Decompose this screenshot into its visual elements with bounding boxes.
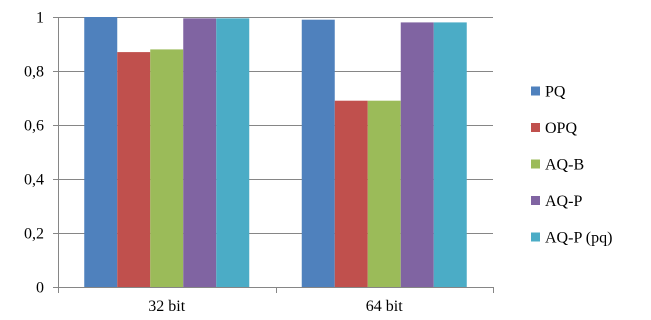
legend-label: AQ-P: [545, 193, 582, 210]
bar: [150, 49, 184, 288]
y-tick-label: 0,8: [24, 64, 44, 81]
bar: [216, 18, 250, 287]
bars: [84, 17, 467, 288]
y-tick-label: 1: [36, 10, 44, 27]
legend-label: AQ-B: [545, 157, 584, 174]
legend-swatch: [531, 123, 540, 132]
bar: [301, 19, 335, 287]
legend-label: PQ: [545, 84, 566, 101]
legend-label: OPQ: [545, 120, 577, 137]
axes: 0 0,2 0,4 0,6 0,8 1 32 bit 64 bit: [24, 10, 494, 315]
bar: [400, 22, 434, 288]
y-tick-label: 0,4: [24, 172, 44, 189]
bar: [183, 18, 217, 287]
x-tick-label: 64 bit: [366, 298, 403, 315]
y-tick-label: 0,6: [24, 118, 44, 135]
legend-swatch: [531, 196, 540, 205]
y-tick-label: 0,2: [24, 226, 44, 243]
legend: PQ OPQ AQ-B AQ-P AQ-P (pq): [531, 84, 612, 247]
legend-swatch: [531, 86, 540, 96]
bar: [334, 100, 368, 287]
y-tick-label: 0: [36, 280, 44, 297]
x-tick-label: 32 bit: [148, 298, 185, 315]
legend-swatch: [531, 159, 540, 169]
bar: [84, 17, 118, 287]
bar: [117, 52, 151, 287]
legend-swatch: [531, 232, 540, 242]
bar: [367, 100, 401, 287]
bar: [433, 22, 467, 288]
legend-label: AQ-P (pq): [545, 230, 612, 247]
